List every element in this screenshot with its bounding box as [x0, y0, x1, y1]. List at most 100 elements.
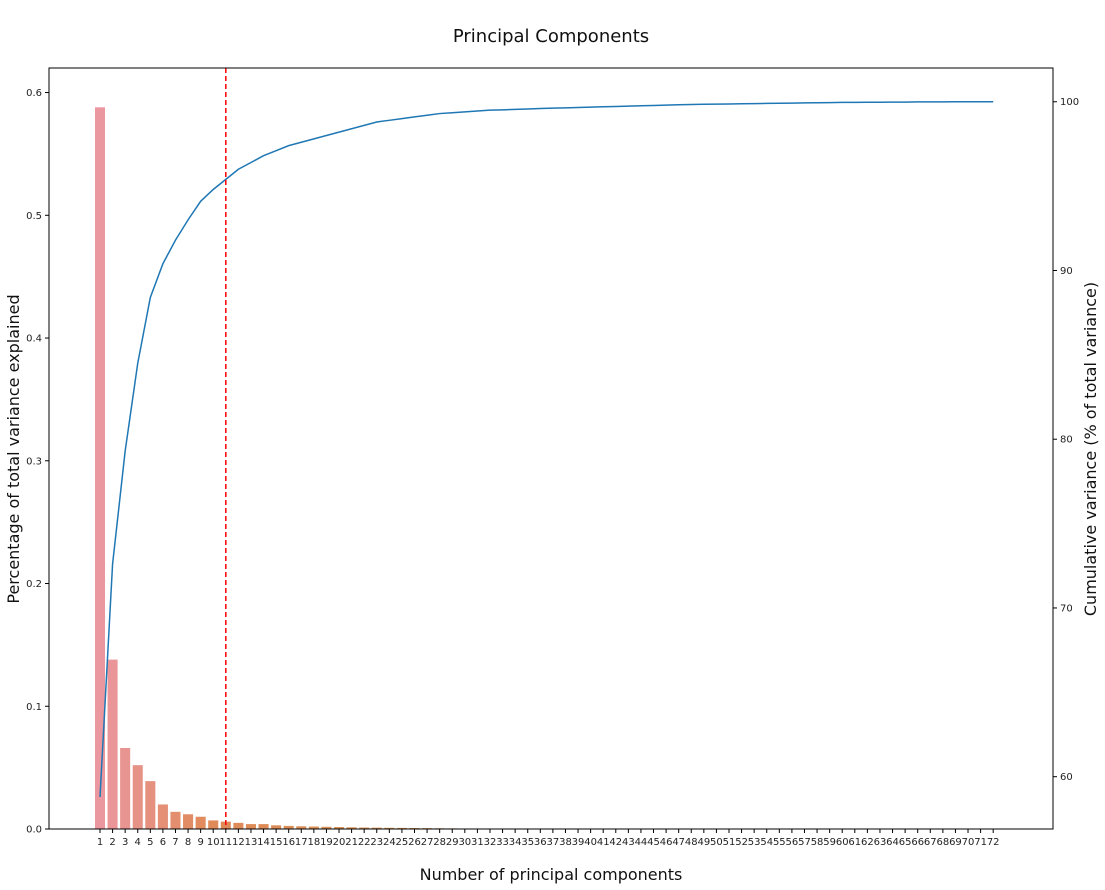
x-tick-label: 69	[949, 837, 962, 848]
bar-pc-24	[384, 827, 395, 829]
bar-pc-22	[359, 827, 370, 829]
x-tick-label: 16	[282, 837, 295, 848]
x-tick-label: 20	[333, 837, 346, 848]
x-tick-label: 66	[911, 837, 924, 848]
x-tick-label: 52	[735, 837, 748, 848]
right-axis-ticks: 60 70 80 90 100	[1053, 97, 1079, 783]
x-tick-label: 17	[295, 837, 308, 848]
x-tick-label: 60	[836, 837, 849, 848]
x-tick-label: 39	[572, 837, 585, 848]
y-tick-label: 0.0	[26, 825, 42, 836]
x-tick-label: 64	[886, 837, 899, 848]
x-axis-ticks: 1 2 3 4 5 6 7 8 9 10 11 12 13 14 15 16 17 18 19 20 21 22 23 24 2…	[97, 829, 1000, 848]
bar-pc-25	[396, 827, 407, 829]
x-tick-label: 63	[874, 837, 887, 848]
x-tick-label: 43	[622, 837, 635, 848]
bar-pc-16	[283, 825, 294, 829]
bar-pc-23	[371, 827, 382, 829]
x-tick-label: 31	[471, 837, 484, 848]
x-tick-label: 9	[197, 837, 203, 848]
x-tick-label: 62	[861, 837, 874, 848]
y2-tick-label: 70	[1060, 603, 1073, 614]
x-tick-label: 37	[547, 837, 560, 848]
x-tick-label: 40	[584, 837, 597, 848]
bar-pc-5	[145, 781, 156, 829]
bar-pc-12	[233, 822, 244, 829]
x-tick-label: 34	[509, 837, 522, 848]
x-tick-label: 13	[245, 837, 258, 848]
bar-pc-11	[220, 821, 231, 829]
x-tick-label: 12	[232, 837, 245, 848]
x-tick-label: 67	[924, 837, 937, 848]
x-tick-label: 6	[160, 837, 166, 848]
x-tick-label: 44	[635, 837, 648, 848]
bar-pc-14	[258, 824, 269, 829]
x-tick-label: 30	[458, 837, 471, 848]
x-tick-label: 26	[408, 837, 421, 848]
bar-pc-10	[208, 820, 219, 829]
x-tick-label: 10	[207, 837, 220, 848]
bar-pc-17	[296, 826, 307, 829]
x-tick-label: 45	[647, 837, 660, 848]
x-tick-label: 7	[172, 837, 178, 848]
x-tick-label: 28	[433, 837, 446, 848]
x-tick-label: 71	[974, 837, 987, 848]
x-tick-label: 14	[257, 837, 270, 848]
x-tick-label: 32	[484, 837, 497, 848]
x-tick-label: 35	[521, 837, 534, 848]
y-tick-label: 0.6	[26, 88, 42, 99]
cumulative-line-series	[99, 101, 994, 797]
x-tick-label: 57	[798, 837, 811, 848]
x-tick-label: 36	[534, 837, 547, 848]
x-tick-label: 19	[320, 837, 333, 848]
x-tick-label: 51	[723, 837, 736, 848]
y2-tick-label: 90	[1060, 266, 1073, 277]
y2-tick-label: 60	[1060, 772, 1073, 783]
left-axis-ticks: 0.0 0.1 0.2 0.3 0.4 0.5 0.6	[26, 88, 49, 836]
x-tick-label: 25	[396, 837, 409, 848]
bar-pc-4	[132, 765, 143, 829]
bar-pc-20	[333, 827, 345, 829]
x-tick-label: 42	[609, 837, 622, 848]
x-tick-label: 56	[786, 837, 799, 848]
x-tick-label: 24	[383, 837, 396, 848]
bar-pc-19	[321, 826, 332, 829]
y-tick-label: 0.1	[26, 702, 42, 713]
y2-tick-label: 100	[1060, 97, 1079, 108]
x-tick-label: 8	[185, 837, 191, 848]
x-tick-label: 54	[760, 837, 773, 848]
x-tick-label: 72	[987, 837, 1000, 848]
x-tick-label: 15	[270, 837, 283, 848]
bar-series	[94, 107, 621, 829]
bar-pc-2	[107, 659, 118, 829]
y-tick-label: 0.4	[26, 334, 42, 345]
bar-pc-21	[346, 827, 357, 829]
cumulative-variance-line	[99, 101, 994, 797]
x-tick-label: 4	[135, 837, 141, 848]
x-tick-label: 58	[811, 837, 824, 848]
bar-pc-13	[245, 824, 256, 829]
x-tick-label: 48	[685, 837, 698, 848]
x-tick-label: 27	[421, 837, 434, 848]
x-tick-label: 65	[899, 837, 912, 848]
plot-frame	[48, 67, 1054, 830]
x-tick-label: 29	[446, 837, 459, 848]
x-tick-label: 53	[748, 837, 761, 848]
x-tick-label: 70	[962, 837, 975, 848]
x-tick-label: 22	[358, 837, 371, 848]
bar-pc-9	[195, 816, 206, 829]
bar-pc-8	[183, 814, 194, 829]
y-tick-label: 0.3	[26, 456, 42, 467]
x-tick-label: 47	[672, 837, 685, 848]
x-tick-label: 68	[936, 837, 949, 848]
x-tick-label: 11	[219, 837, 232, 848]
x-tick-label: 59	[823, 837, 836, 848]
x-tick-label: 18	[307, 837, 320, 848]
x-tick-label: 61	[848, 837, 861, 848]
x-tick-label: 23	[370, 837, 383, 848]
x-tick-label: 1	[97, 837, 103, 848]
x-tick-label: 2	[109, 837, 115, 848]
x-tick-label: 55	[773, 837, 786, 848]
